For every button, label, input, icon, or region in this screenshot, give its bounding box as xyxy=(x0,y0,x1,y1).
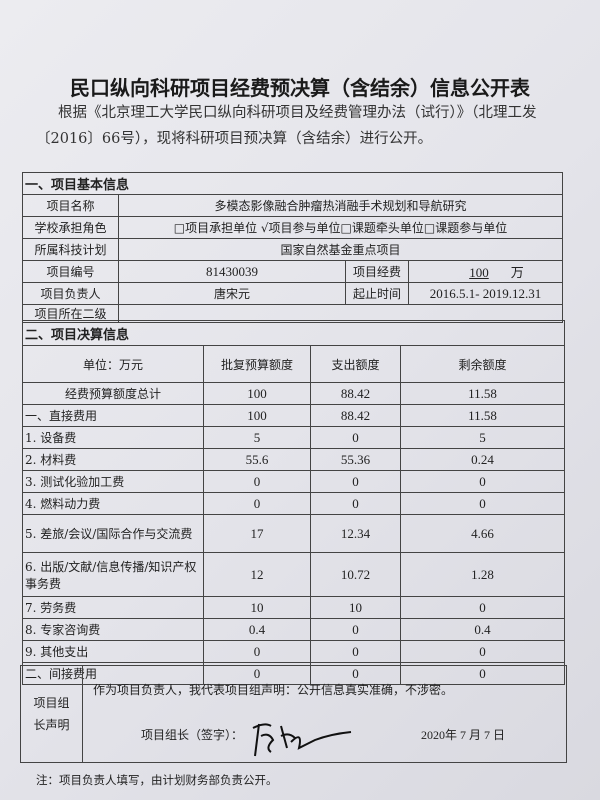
project-id: 81430039 xyxy=(118,260,346,283)
statement-text: 作为项目负责人，我代表项目组声明：公开信息真实准确，不涉密。 xyxy=(93,683,454,697)
table-row: 9. 其他支出 0 0 0 xyxy=(22,640,565,663)
project-name: 多模态影像融合肿瘤热消融手术规划和导航研究 xyxy=(118,194,563,217)
cell-value: 0 xyxy=(310,492,401,515)
intro-paragraph: 根据《北京理工大学民口纵向科研项目及经费管理办法（试行）》（北理工发〔2016〕… xyxy=(36,105,537,147)
cell-value: 11.58 xyxy=(400,404,565,427)
sign-date: 2020年 7 月 7 日 xyxy=(421,728,506,742)
cell-value: 55.6 xyxy=(203,448,311,471)
cell-value: 100 xyxy=(203,382,311,405)
column-header: 单位：万元 xyxy=(22,345,204,383)
period: 2016.5.1- 2019.12.31 xyxy=(408,282,563,305)
row-label: 3. 测试化验加工费 xyxy=(22,470,204,493)
footnote: 注：项目负责人填写，由计划财务部负责公开。 xyxy=(36,773,278,787)
cell-value: 17 xyxy=(203,514,311,553)
cell-value: 0.24 xyxy=(400,448,565,471)
label: 项目经费 xyxy=(345,260,409,283)
row-label: 2. 材料费 xyxy=(22,448,204,471)
budget-table: 二、项目决算信息 单位：万元 批复预算额度 支出额度 剩余额度 经费预算额度总计 100… xyxy=(22,320,565,685)
cell-value: 0 xyxy=(400,596,565,619)
basic-info-table: 一、项目基本信息 项目名称 多模态影像融合肿瘤热消融手术规划和导航研究 学校承担角… xyxy=(22,172,563,323)
row-label: 一、直接费用 xyxy=(22,404,204,427)
row-label: 8. 专家咨询费 xyxy=(22,618,204,641)
table-row: 一、直接费用 100 88.42 11.58 xyxy=(22,404,565,427)
table-row: 1. 设备费 5 0 5 xyxy=(22,426,565,449)
cell-value: 0 xyxy=(400,662,565,685)
signature-image xyxy=(251,718,361,762)
table-row: 经费预算额度总计 100 88.42 11.58 xyxy=(22,382,565,405)
cell-value: 11.58 xyxy=(400,382,565,405)
table-row: 8. 专家咨询费 0.4 0 0.4 xyxy=(22,618,565,641)
fund: 100 xyxy=(469,265,489,280)
cell-value: 88.42 xyxy=(310,382,401,405)
label: 项目负责人 xyxy=(22,282,119,305)
column-header: 剩余额度 xyxy=(400,345,565,383)
section-title: 二、项目决算信息 xyxy=(22,320,565,346)
cell-value: 0 xyxy=(203,470,311,493)
label: 所属科技计划 xyxy=(22,238,119,261)
cell-value: 55.36 xyxy=(310,448,401,471)
sign-label: 项目组长（签字）： xyxy=(141,728,244,742)
cell-value: 12 xyxy=(203,552,311,597)
cell-value: 5 xyxy=(203,426,311,449)
cell-value: 10.72 xyxy=(310,552,401,597)
row-label: 5. 差旅/会议/国际合作与交流费 xyxy=(22,514,204,553)
table-row: 3. 测试化验加工费 0 0 0 xyxy=(22,470,565,493)
table-row: 4. 燃料动力费 0 0 0 xyxy=(22,492,565,515)
label: 起止时间 xyxy=(345,282,409,305)
section-title: 一、项目基本信息 xyxy=(22,172,563,195)
statement-label: 项目组长声明 xyxy=(21,666,83,762)
cell-value: 0 xyxy=(400,640,565,663)
leader: 唐宋元 xyxy=(118,282,346,305)
column-header: 支出额度 xyxy=(310,345,401,383)
plan: 国家自然基金重点项目 xyxy=(118,238,563,261)
cell-value: 0 xyxy=(203,492,311,515)
row-label: 7. 劳务费 xyxy=(22,596,204,619)
cell-value: 0.4 xyxy=(400,618,565,641)
cell-value: 88.42 xyxy=(310,404,401,427)
table-row: 2. 材料费 55.6 55.36 0.24 xyxy=(22,448,565,471)
cell-value: 0 xyxy=(310,426,401,449)
label: 项目名称 xyxy=(22,194,119,217)
statement-box: 项目组长声明 作为项目负责人，我代表项目组声明：公开信息真实准确，不涉密。 项目… xyxy=(20,665,567,763)
cell-value: 12.34 xyxy=(310,514,401,553)
cell-value: 0 xyxy=(310,640,401,663)
column-header: 批复预算额度 xyxy=(203,345,311,383)
cell-value: 10 xyxy=(310,596,401,619)
row-label: 经费预算额度总计 xyxy=(22,382,204,405)
cell-value: 0 xyxy=(203,640,311,663)
label: 学校承担角色 xyxy=(22,216,119,239)
cell-value: 1.28 xyxy=(400,552,565,597)
cell-value: 10 xyxy=(203,596,311,619)
cell-value: 0 xyxy=(400,470,565,493)
cell-value: 4.66 xyxy=(400,514,565,553)
cell-value: 100 xyxy=(203,404,311,427)
cell-value: 0 xyxy=(400,492,565,515)
label: 项目编号 xyxy=(22,260,119,283)
table-row: 7. 劳务费 10 10 0 xyxy=(22,596,565,619)
cell-value: 5 xyxy=(400,426,565,449)
table-row: 二、间接费用 0 0 0 xyxy=(22,662,565,685)
row-label: 4. 燃料动力费 xyxy=(22,492,204,515)
table-row: 5. 差旅/会议/国际合作与交流费 17 12.34 4.66 xyxy=(22,514,565,553)
row-label: 1. 设备费 xyxy=(22,426,204,449)
page-title: 民口纵向科研项目经费预决算（含结余）信息公开表 xyxy=(70,76,530,100)
row-label: 6. 出版/文献/信息传播/知识产权事务费 xyxy=(22,552,204,597)
school-role: □项目承担单位 √项目参与单位□课题牵头单位□课题参与单位 xyxy=(118,216,563,239)
row-label: 二、间接费用 xyxy=(22,662,204,685)
fund-unit: 万 xyxy=(510,265,524,280)
cell-value: 0 xyxy=(310,470,401,493)
table-row: 6. 出版/文献/信息传播/知识产权事务费 12 10.72 1.28 xyxy=(22,552,565,597)
row-label: 9. 其他支出 xyxy=(22,640,204,663)
cell-value: 0.4 xyxy=(203,618,311,641)
cell-value: 0 xyxy=(310,618,401,641)
